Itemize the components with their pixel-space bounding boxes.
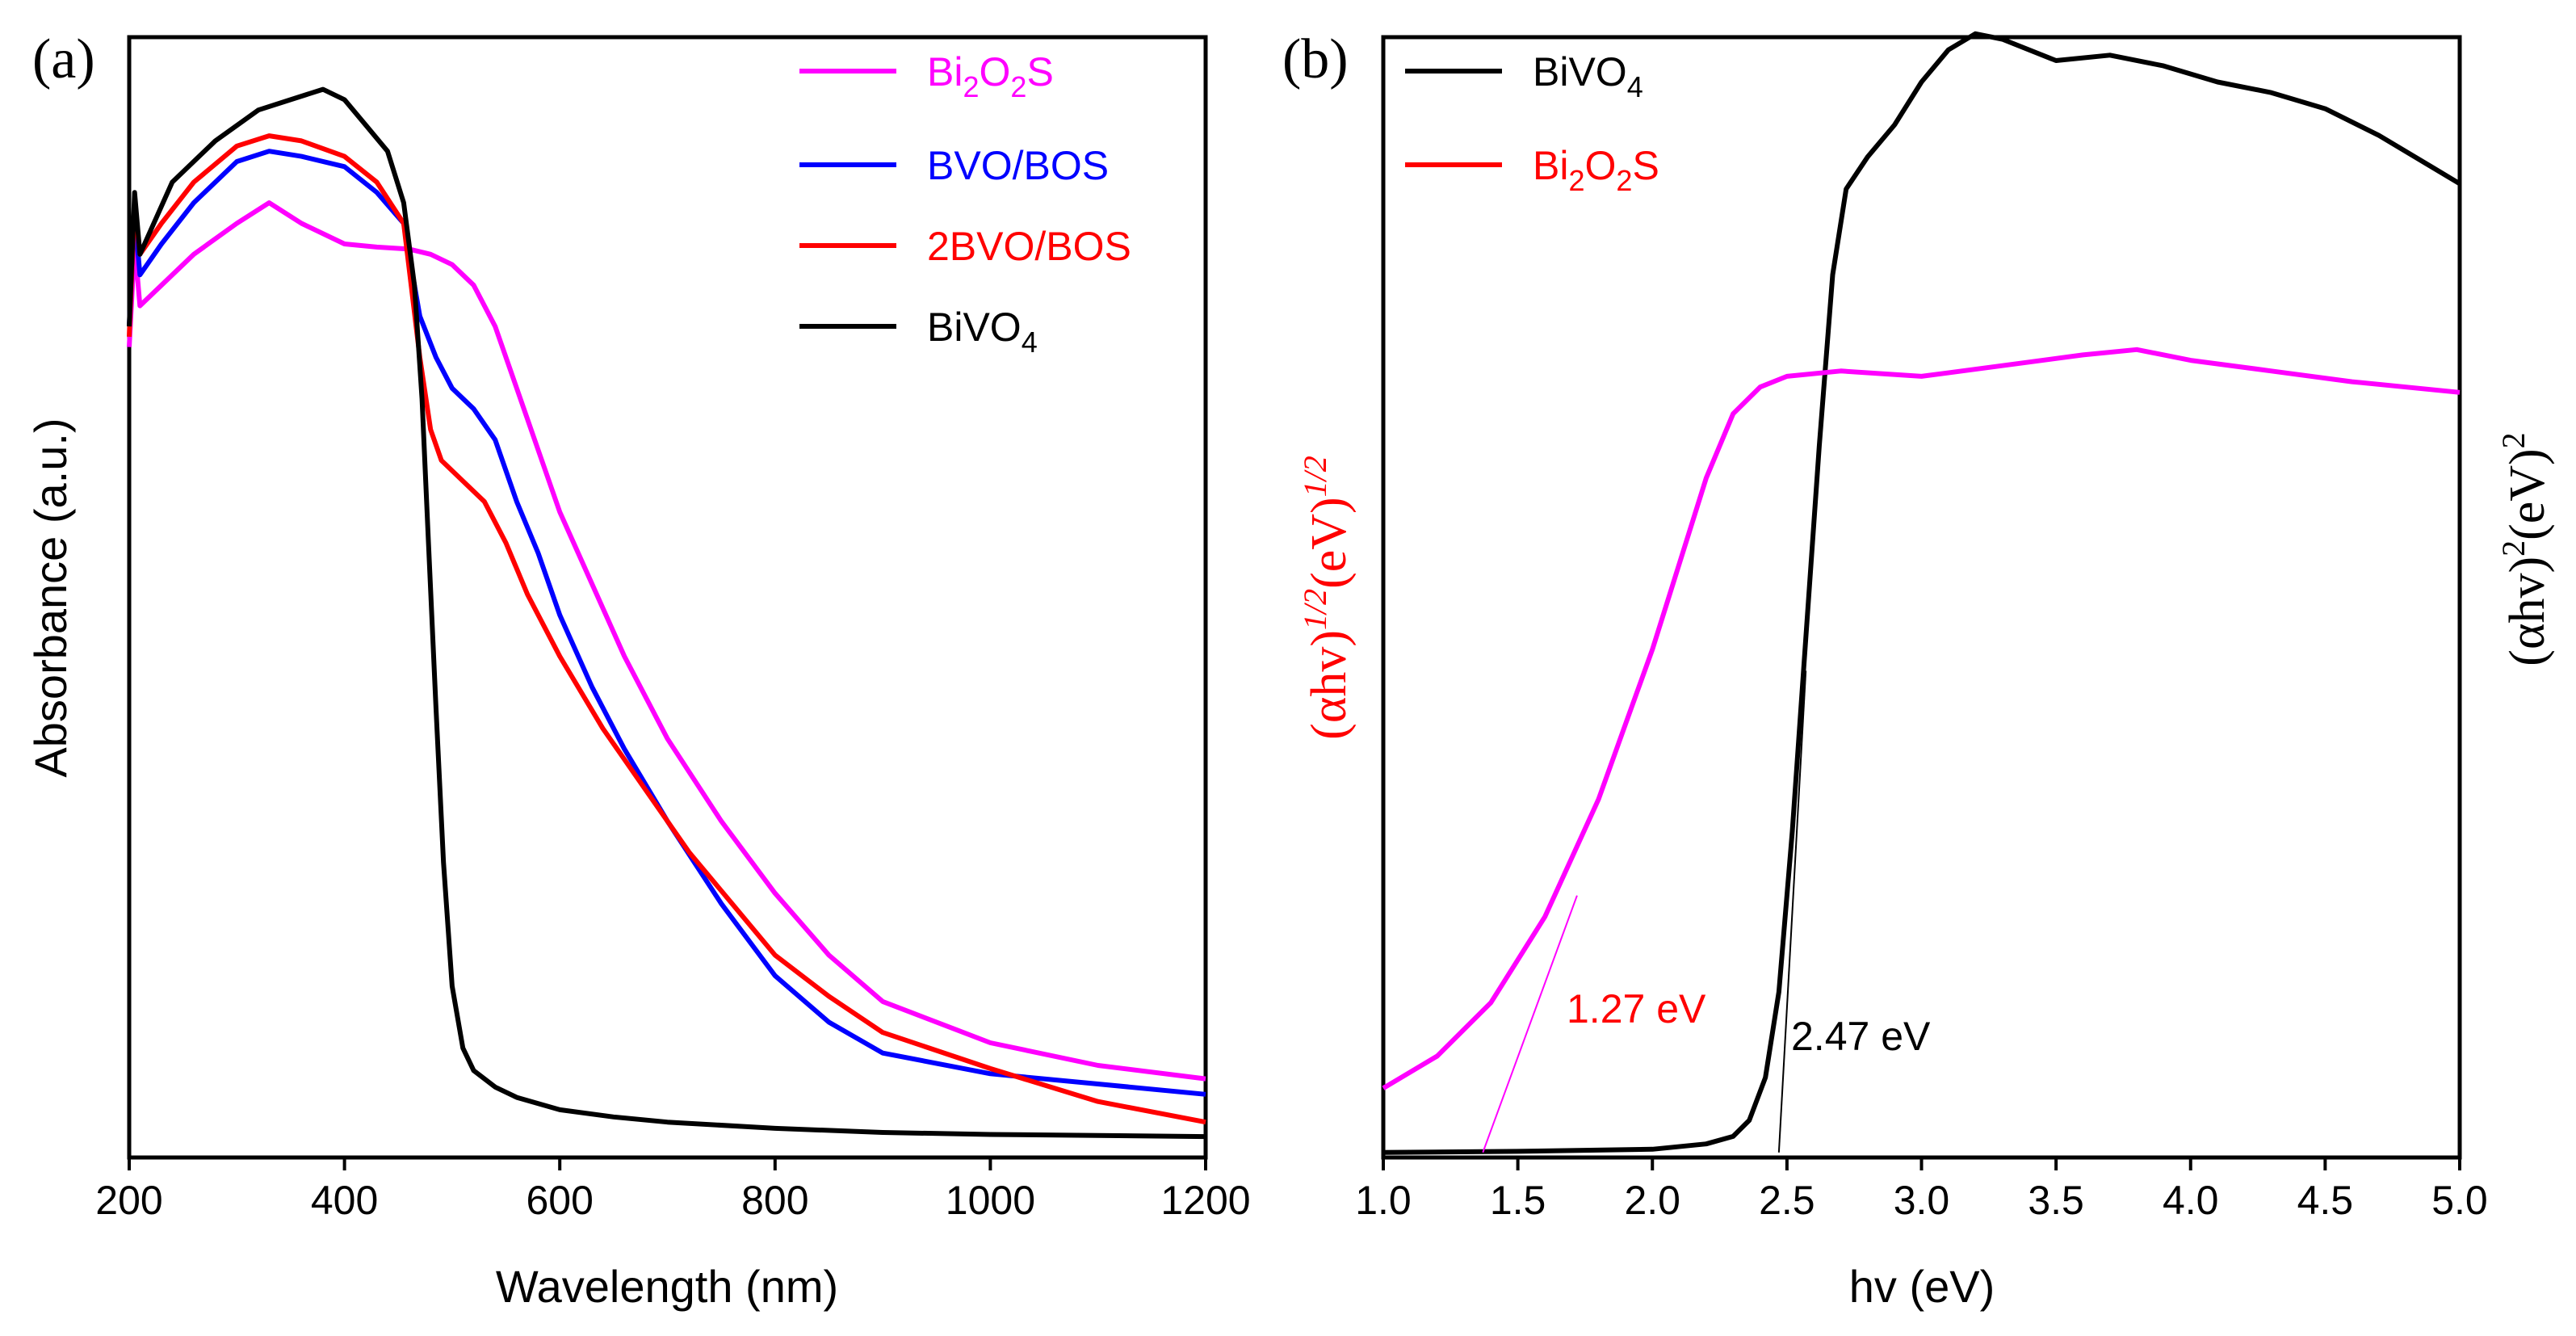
- panel-a-x-tick-label: 200: [95, 1178, 162, 1223]
- series-line-bi2o2s: [1382, 347, 2461, 1090]
- panel-b-plot-frame: [1381, 35, 2462, 1160]
- legend-entry-bivo4: BiVO4: [799, 305, 1038, 359]
- series-line-bivo4: [1382, 31, 2461, 1155]
- series-line-two_bvo_bos: [127, 133, 1206, 1125]
- legend-label-bvo-bos: BVO/BOS: [927, 143, 1109, 188]
- panel-b-x-tick-label: 2.0: [1624, 1178, 1680, 1223]
- legend-entry-bi2o2s: Bi2O2S: [799, 49, 1054, 103]
- series-line-bivo4: [127, 86, 1206, 1140]
- legend-b-entry-bi2o2s: Bi2O2S: [1405, 143, 1659, 197]
- panel-b-x-tick-label: 4.0: [2163, 1178, 2219, 1223]
- series-line-bi2o2s: [127, 200, 1206, 1082]
- panel-b-legend: BiVO4 Bi2O2S: [1405, 49, 1659, 197]
- panel-a-x-ticks: 200 400 600 800 1000 1200: [95, 1157, 1251, 1223]
- panel-b-x-tick-label: 2.5: [1759, 1178, 1815, 1223]
- panel-b-x-tick-label: 4.5: [2297, 1178, 2354, 1223]
- panel-b: 1.0 1.5 2.0 2.5 3.0 3.5 4.0 4.5 5.0 (b) hv (eV) …: [1282, 28, 2555, 1312]
- legend-b-entry-bivo4: BiVO4: [1405, 49, 1643, 103]
- annotation-bivo4-bandgap: 2.47 eV: [1791, 1014, 1931, 1059]
- legend-label-2bvo-bos: 2BVO/BOS: [927, 224, 1131, 269]
- panel-b-x-axis-label: hv (eV): [1849, 1261, 1995, 1312]
- panel-b-x-tick-label: 5.0: [2431, 1178, 2488, 1223]
- panel-b-x-tick-label: 3.0: [1894, 1178, 1950, 1223]
- panel-a-plot-frame: [127, 35, 1208, 1160]
- panel-a-x-tick-label: 1000: [946, 1178, 1035, 1223]
- panel-b-letter: (b): [1282, 28, 1349, 90]
- tangent-line-bivo4: [1777, 670, 1807, 1153]
- legend-entry-bvo-bos: BVO/BOS: [799, 143, 1109, 188]
- panel-a-x-tick-label: 400: [311, 1178, 378, 1223]
- legend-entry-2bvo-bos: 2BVO/BOS: [799, 224, 1131, 269]
- panel-b-x-ticks: 1.0 1.5 2.0 2.5 3.0 3.5 4.0 4.5 5.0: [1355, 1157, 2488, 1223]
- panel-b-y-axis-label-left: (αhv)1/2(eV)1/2: [1297, 456, 1357, 740]
- panel-a-x-tick-label: 600: [526, 1178, 593, 1223]
- panel-a-x-tick-label: 800: [741, 1178, 808, 1223]
- legend-b-label-bi2o2s: Bi2O2S: [1533, 143, 1659, 197]
- panel-a-x-axis-label: Wavelength (nm): [496, 1261, 838, 1312]
- panel-b-y-axis-label-right: (αhv)2(eV)2: [2495, 432, 2555, 666]
- tangent-line-bi2o2s: [1482, 895, 1578, 1153]
- panel-a: 200 400 600 800 1000 1200 (a) Wavelength (nm)…: [25, 28, 1251, 1312]
- panel-b-x-tick-label: 1.0: [1355, 1178, 1412, 1223]
- panel-a-y-axis-label: Absorbance (a.u.): [25, 418, 76, 777]
- legend-label-bivo4: BiVO4: [927, 305, 1038, 359]
- legend-b-label-bivo4: BiVO4: [1533, 49, 1643, 103]
- panel-b-series-group: [1382, 31, 2461, 1155]
- panel-a-legend: Bi2O2S BVO/BOS 2BVO/BOS BiVO4: [799, 49, 1131, 359]
- series-line-bvo_bos: [127, 149, 1206, 1097]
- annotation-bi2o2s-bandgap: 1.27 eV: [1567, 986, 1706, 1031]
- panel-b-x-tick-label: 3.5: [2028, 1178, 2084, 1223]
- legend-label-bi2o2s: Bi2O2S: [927, 49, 1054, 103]
- panel-b-x-tick-label: 1.5: [1490, 1178, 1546, 1223]
- panel-a-series-group: [127, 86, 1206, 1140]
- panel-a-x-tick-label: 1200: [1160, 1178, 1250, 1223]
- panel-a-letter: (a): [32, 28, 95, 90]
